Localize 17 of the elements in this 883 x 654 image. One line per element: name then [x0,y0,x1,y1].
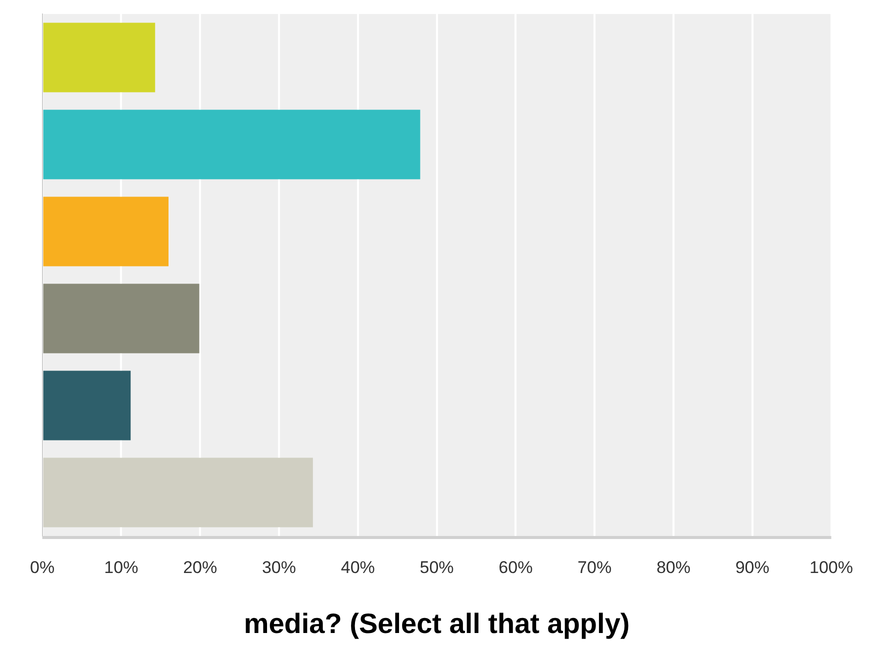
x-tick-label: 70% [578,558,612,577]
x-axis-title: media? (Select all that apply) [244,608,630,639]
x-tick-label: 90% [735,558,770,577]
bar [43,196,169,266]
x-tick-label: 30% [262,558,296,577]
x-tick-label: 0% [30,558,55,577]
bar [43,22,156,92]
x-tick-label: 60% [498,558,533,577]
bar [43,284,200,354]
x-tick-label: 50% [420,558,454,577]
x-tick-label: 100% [810,558,853,577]
bar [43,370,131,440]
x-tick-label: 20% [183,558,218,577]
x-tick-label: 40% [340,558,375,577]
bar [43,110,420,180]
x-tick-label: 80% [656,558,690,577]
x-tick-label: 10% [104,558,138,577]
